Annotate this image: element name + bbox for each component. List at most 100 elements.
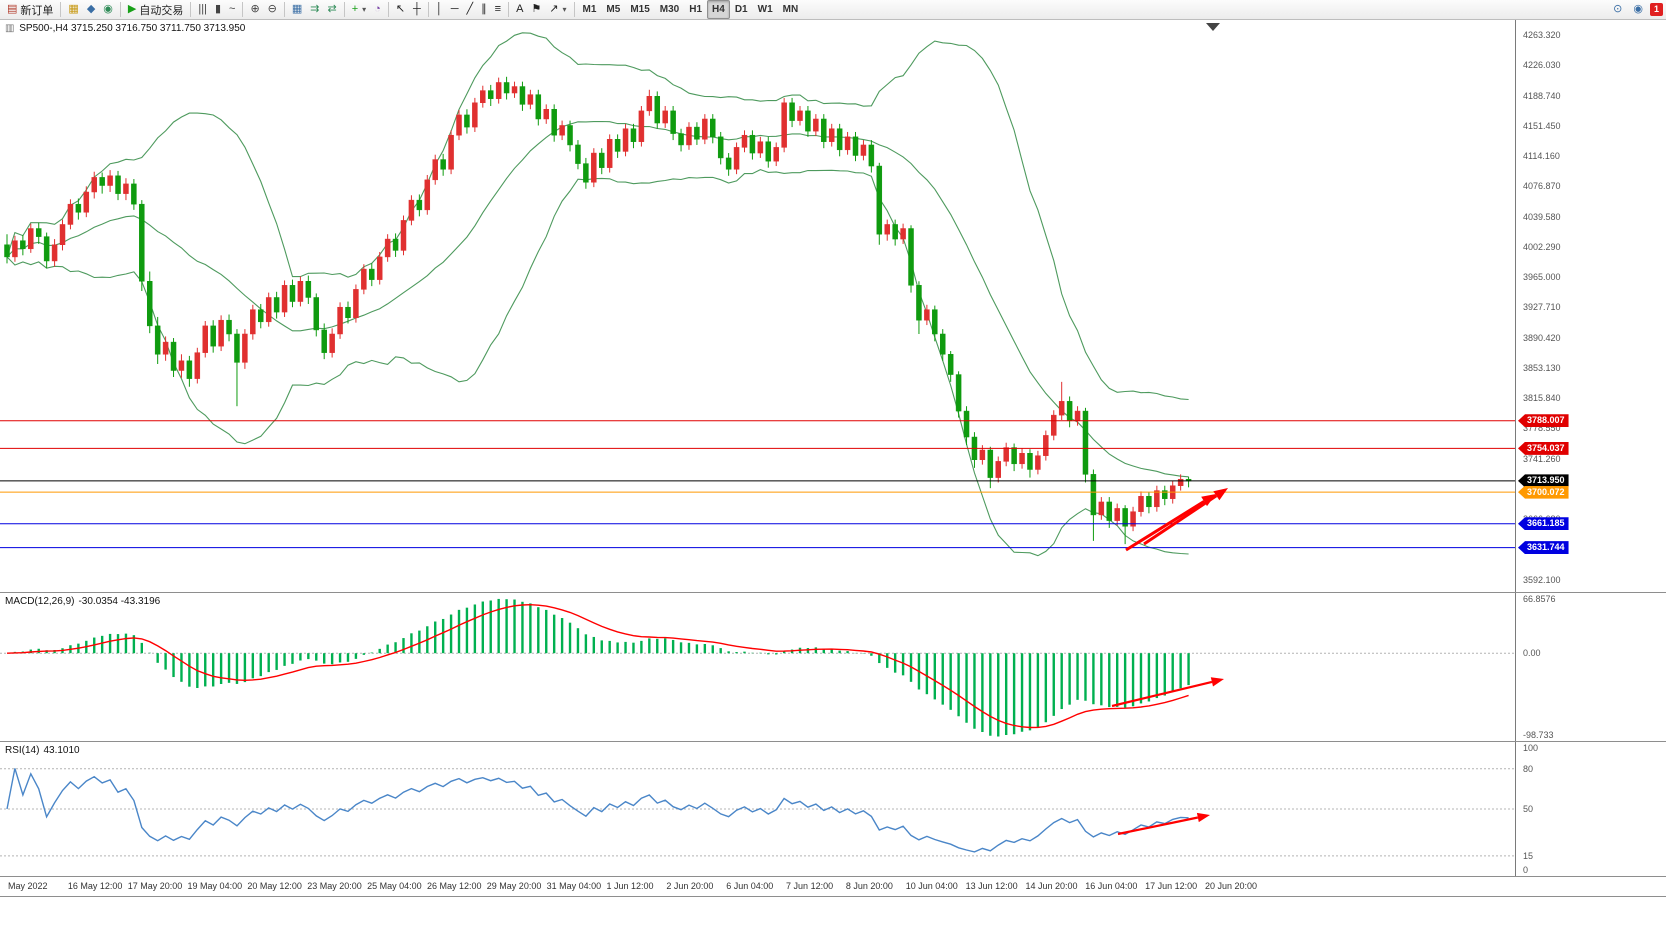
candle xyxy=(337,306,343,335)
zoom-out-icon[interactable]: ⊖ xyxy=(264,0,281,19)
trend-arrow[interactable] xyxy=(1117,816,1199,836)
macd-panel[interactable]: MACD(12,26,9) -30.0354 -43.3196 66.8576 0.… xyxy=(0,593,1666,741)
notification-badge[interactable]: 1 xyxy=(1649,3,1663,16)
timeframe-w1-button[interactable]: W1 xyxy=(757,4,773,15)
candle xyxy=(12,240,18,258)
price-line-tag[interactable]: 3631.744 xyxy=(1518,541,1569,555)
toolbar-separator xyxy=(343,2,345,17)
indicators-icon: + xyxy=(351,3,359,15)
candle xyxy=(265,297,272,323)
time-axis[interactable]: May 2022 16 May 12:00 17 May 20:00 19 May 0… xyxy=(0,877,1515,896)
candle xyxy=(1146,496,1152,508)
trend-arrow[interactable] xyxy=(1143,494,1218,546)
candle xyxy=(717,136,724,159)
candle xyxy=(83,191,90,213)
search-icon[interactable]: ⊙ xyxy=(1609,0,1626,19)
candle xyxy=(75,203,82,213)
vertical-line-icon[interactable]: │ xyxy=(432,0,447,19)
candle xyxy=(1066,401,1073,422)
macd-canvas[interactable] xyxy=(0,593,1515,741)
candlestick-icon[interactable]: ▮ xyxy=(211,0,225,19)
profiles-icon: ◆ xyxy=(86,3,96,15)
indicators-icon-dropdown[interactable]: ▾ xyxy=(362,5,367,14)
candle xyxy=(194,352,201,379)
candle xyxy=(844,136,851,151)
candle xyxy=(987,449,994,478)
price-line-tag[interactable]: 3754.037 xyxy=(1518,441,1569,455)
rsi-axis[interactable]: 100 80 50 15 0 xyxy=(1515,742,1666,876)
cycles-icon[interactable]: ◔ xyxy=(370,0,385,19)
timeframe-m5-button[interactable]: M5 xyxy=(606,4,621,15)
candle xyxy=(765,141,772,162)
candle xyxy=(59,224,66,245)
trendline-icon[interactable]: ╱ xyxy=(463,0,478,19)
auto-scroll-icon[interactable]: ⇉ xyxy=(306,0,323,19)
chart-shift-marker[interactable] xyxy=(1206,23,1220,31)
macd-values: -30.0354 -43.3196 xyxy=(78,596,161,607)
macd-axis[interactable]: 66.8576 0.00 -98.733 xyxy=(1515,593,1666,741)
charts-icon[interactable]: ▦ xyxy=(64,0,82,19)
price-line-tag[interactable]: 3661.185 xyxy=(1518,517,1569,531)
auto-trading-button[interactable]: ▶ 自动交易 xyxy=(124,0,187,19)
candle xyxy=(329,333,335,353)
cursor-icon[interactable]: ↖ xyxy=(392,0,409,19)
trend-arrow[interactable] xyxy=(1111,680,1213,708)
toolbar-separator xyxy=(427,2,429,17)
new-order-button[interactable]: ▤ 新订单 xyxy=(3,0,57,19)
rsi-line xyxy=(6,768,1189,853)
bar-chart-icon[interactable]: ||| xyxy=(194,0,211,19)
rsi-panel[interactable]: RSI(14) 43.1010 100 80 50 15 0 xyxy=(0,742,1666,876)
candle xyxy=(519,86,526,105)
tile-windows-icon[interactable]: ▦ xyxy=(288,0,306,19)
text-icon[interactable]: A xyxy=(512,0,527,19)
candle xyxy=(963,410,970,438)
trend-arrow[interactable] xyxy=(1125,500,1205,552)
candle xyxy=(234,333,240,363)
timeframe-h4-button[interactable]: H4 xyxy=(707,0,730,19)
main-chart-panel[interactable]: ▥ SP500-,H4 3715.250 3716.750 3711.750 3… xyxy=(0,20,1666,592)
timeframe-m15-button[interactable]: M15 xyxy=(630,4,650,15)
panel-divider[interactable] xyxy=(0,592,1666,593)
toolbar-separator xyxy=(242,2,244,17)
channel-icon[interactable]: ∥ xyxy=(477,0,491,19)
price-line-tag[interactable]: 3788.007 xyxy=(1518,414,1569,428)
panel-divider[interactable] xyxy=(0,741,1666,742)
price-axis[interactable]: 4263.320 4226.030 4188.740 4151.450 4114.160… xyxy=(1515,20,1666,592)
candle xyxy=(146,281,153,327)
arrows-icon-dropdown[interactable]: ▾ xyxy=(562,5,567,14)
zoom-in-icon[interactable]: ⊕ xyxy=(246,0,263,19)
chart-shift-icon: ⇄ xyxy=(327,3,337,15)
candle xyxy=(20,240,26,250)
price-line-tag[interactable]: 3713.950 xyxy=(1518,474,1569,488)
line-chart-icon[interactable]: ~ xyxy=(225,0,239,19)
accounts-icon[interactable]: ◉ xyxy=(1629,0,1647,19)
main-chart-canvas[interactable] xyxy=(0,20,1515,592)
candle xyxy=(781,102,787,148)
candle xyxy=(258,309,264,323)
indicators-icon[interactable]: + ▾ xyxy=(348,0,370,19)
price-line-tag[interactable]: 3700.072 xyxy=(1518,485,1569,499)
timeframe-d1-button[interactable]: D1 xyxy=(734,4,748,15)
data-window-icon[interactable]: ◉ xyxy=(99,0,117,19)
label-icon[interactable]: ⚑ xyxy=(527,0,545,19)
arrows-icon[interactable]: ↗ ▾ xyxy=(545,0,570,19)
toolbar-separator xyxy=(387,2,389,17)
timeframe-mn-button[interactable]: MN xyxy=(782,4,799,15)
candle xyxy=(4,244,10,258)
timeframe-m1-button[interactable]: M1 xyxy=(582,4,597,15)
candle xyxy=(836,128,843,151)
candle xyxy=(892,224,898,240)
horizontal-line-icon[interactable]: ─ xyxy=(447,0,463,19)
price-axis-label: 3741.260 xyxy=(1523,453,1561,464)
timeframe-m30-button[interactable]: M30 xyxy=(659,4,680,15)
fibonacci-icon[interactable]: ≡ xyxy=(491,0,505,19)
timeframe-h1-button[interactable]: H1 xyxy=(689,4,703,15)
time-label: 23 May 20:00 xyxy=(307,881,362,891)
candle xyxy=(210,325,216,347)
zoom-out-icon: ⊖ xyxy=(267,3,277,15)
profiles-icon[interactable]: ◆ xyxy=(83,0,99,19)
rsi-canvas[interactable] xyxy=(0,742,1515,876)
candle xyxy=(416,199,423,211)
crosshair-icon[interactable]: ┼ xyxy=(409,0,425,19)
chart-shift-icon[interactable]: ⇄ xyxy=(324,0,341,19)
